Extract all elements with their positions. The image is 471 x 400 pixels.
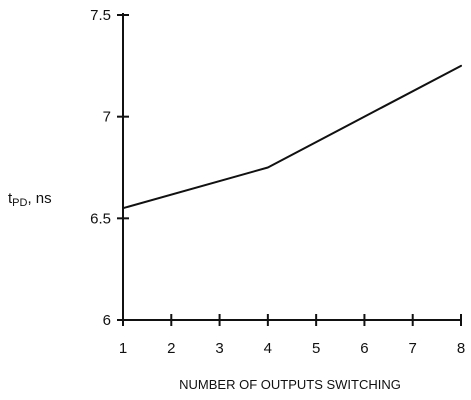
x-tick-label: 1 bbox=[119, 340, 127, 357]
series-line bbox=[122, 64, 462, 210]
x-tick-label: 5 bbox=[312, 340, 320, 357]
y-axis-label-main: t bbox=[8, 190, 13, 207]
x-tick-label: 6 bbox=[360, 340, 368, 357]
x-tick-label: 8 bbox=[457, 340, 465, 357]
data-point bbox=[460, 65, 462, 67]
x-tick-label: 2 bbox=[167, 340, 175, 357]
y-tick-label: 7.5 bbox=[90, 7, 111, 24]
y-ticks: 6 6.5 7 7.5 bbox=[90, 7, 129, 329]
y-axis-label-subscript: PD bbox=[12, 197, 27, 209]
y-axis-label-unit: , ns bbox=[27, 190, 51, 207]
y-tick-label: 6.5 bbox=[90, 210, 111, 227]
y-axis-label: tPD, ns bbox=[8, 190, 52, 209]
x-tick-label: 7 bbox=[409, 340, 417, 357]
axes bbox=[122, 13, 461, 321]
data-point bbox=[122, 207, 124, 209]
y-tick-label: 7 bbox=[103, 109, 111, 126]
data-points bbox=[122, 65, 462, 209]
x-tick-label: 3 bbox=[215, 340, 223, 357]
x-tick-label: 4 bbox=[264, 340, 272, 357]
data-point bbox=[267, 167, 269, 169]
y-tick-label: 6 bbox=[103, 312, 111, 329]
x-axis-label: NUMBER OF OUTPUTS SWITCHING bbox=[179, 377, 401, 392]
x-ticks: 1 2 3 4 5 6 7 8 bbox=[119, 314, 465, 357]
